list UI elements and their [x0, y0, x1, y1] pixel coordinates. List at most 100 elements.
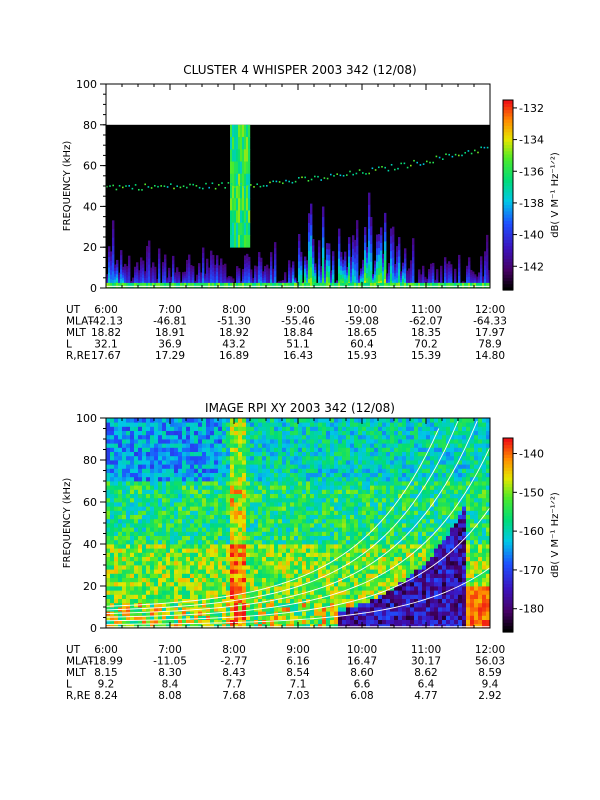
spectrogram-cell [262, 598, 267, 604]
spectrogram-cell [118, 447, 123, 452]
spectrogram-cell [250, 623, 255, 629]
spectrogram-cell [262, 544, 267, 549]
colorbar-tick-label: -138 [519, 197, 544, 210]
spectrogram-cell [238, 497, 243, 503]
spectrogram-cell [146, 455, 151, 461]
spectrogram-cell [140, 265, 143, 270]
spectrogram-cell [106, 598, 111, 604]
spectrogram-cell [236, 210, 239, 224]
spectrogram-cell [348, 237, 351, 244]
spectrogram-cell [214, 602, 219, 608]
colorbar-cell [503, 245, 513, 250]
spectrogram-cell [238, 598, 243, 604]
spectrogram-cell [116, 270, 119, 275]
spectrogram-cell [150, 439, 155, 444]
spectrogram-cell [238, 481, 243, 486]
spectrogram-cell [150, 539, 155, 545]
spectrogram-cell [294, 439, 299, 444]
spectrogram-cell [122, 514, 127, 520]
spectrogram-cell [230, 485, 235, 490]
spectrogram-cell [226, 548, 231, 553]
colorbar-cell [503, 160, 513, 164]
spectrogram-cell [266, 481, 271, 486]
spectrogram-cell [152, 282, 155, 288]
spectrogram-cell [318, 502, 323, 507]
spectrogram-cell [174, 514, 179, 520]
spectrogram-cell [300, 278, 303, 284]
spectrogram-cell [322, 502, 327, 507]
spectrogram-cell [106, 281, 109, 284]
spectrogram-cell [198, 523, 203, 528]
spectrogram-cell [200, 280, 203, 283]
spectrogram-cell [412, 269, 415, 276]
spectrogram-cell [154, 472, 159, 478]
spectrogram-cell [106, 460, 111, 465]
spectrogram-cell [322, 247, 325, 258]
spectrogram-cell [222, 476, 227, 482]
spectrogram-cell [286, 611, 291, 616]
spectrogram-cell [244, 161, 247, 175]
spectrogram-cell [238, 455, 243, 461]
spectrogram-cell [274, 518, 279, 524]
spectrogram-cell [114, 455, 119, 461]
spectrogram-cell [198, 489, 203, 494]
spectrogram-cell [198, 481, 203, 486]
spectrogram-cell [142, 282, 145, 288]
spectrogram-cell [230, 602, 235, 608]
spectrogram-cell [242, 531, 247, 536]
spectrogram-cell [184, 273, 187, 277]
spectrogram-cell [144, 275, 147, 278]
spectrogram-cell [254, 531, 259, 536]
spectrogram-cell [238, 280, 241, 284]
spectrogram-cell [230, 510, 235, 515]
spectrogram-cell [178, 439, 183, 444]
y-tick-label: 100 [76, 78, 97, 91]
spectrogram-cell [356, 282, 359, 288]
spectrogram-cell [474, 274, 477, 277]
spectrogram-cell [218, 434, 223, 440]
spectrogram-cell [310, 481, 315, 486]
spectrogram-cell [326, 577, 331, 583]
spectrogram-cell [270, 523, 275, 528]
spectrogram-cell [202, 460, 207, 465]
spectrogram-cell [106, 274, 109, 277]
spectrogram-cell [266, 623, 271, 629]
spectrogram-cell [314, 565, 319, 570]
spectrogram-cell [198, 556, 203, 562]
spectrogram-cell [330, 598, 335, 604]
spectrogram-cell [166, 443, 171, 448]
spectrogram-cell [226, 481, 231, 486]
spectrogram-cell [126, 510, 131, 515]
spectrogram-cell [354, 275, 357, 283]
spectrogram-cell [186, 468, 191, 473]
spectrogram-cell [310, 418, 315, 423]
spectrogram-cell [326, 565, 331, 570]
spectrogram-cell [142, 573, 147, 578]
spectrogram-cell [224, 275, 227, 280]
spectrogram-cell [448, 271, 451, 276]
spectrogram-cell [218, 535, 223, 541]
spectrogram-cell [322, 460, 327, 465]
spectrogram-cell [178, 282, 181, 288]
spectrogram-cell [436, 271, 439, 275]
spectrogram-cell [406, 272, 409, 276]
spectrogram-cell [266, 497, 271, 503]
spectrogram-cell [250, 531, 255, 536]
spectrogram-cell [150, 552, 155, 557]
spectrogram-cell [148, 258, 151, 265]
spectrogram-cell [142, 611, 147, 616]
spectrogram-cell [282, 506, 287, 511]
spectrogram-cell [173, 187, 175, 190]
spectrogram-cell [376, 254, 379, 262]
spectrogram-cell [262, 623, 267, 629]
spectrogram-cell [142, 418, 147, 423]
spectrogram-cell [288, 260, 291, 265]
spectrogram-cell [230, 455, 235, 461]
spectrogram-cell [324, 273, 327, 278]
spectrogram-cell [166, 607, 171, 612]
spectrogram-cell [310, 531, 315, 536]
spectrogram-cell [390, 273, 393, 281]
spectrogram-cell [262, 518, 267, 524]
spectrogram-cell [260, 265, 263, 270]
spectrogram-cell [162, 265, 165, 269]
